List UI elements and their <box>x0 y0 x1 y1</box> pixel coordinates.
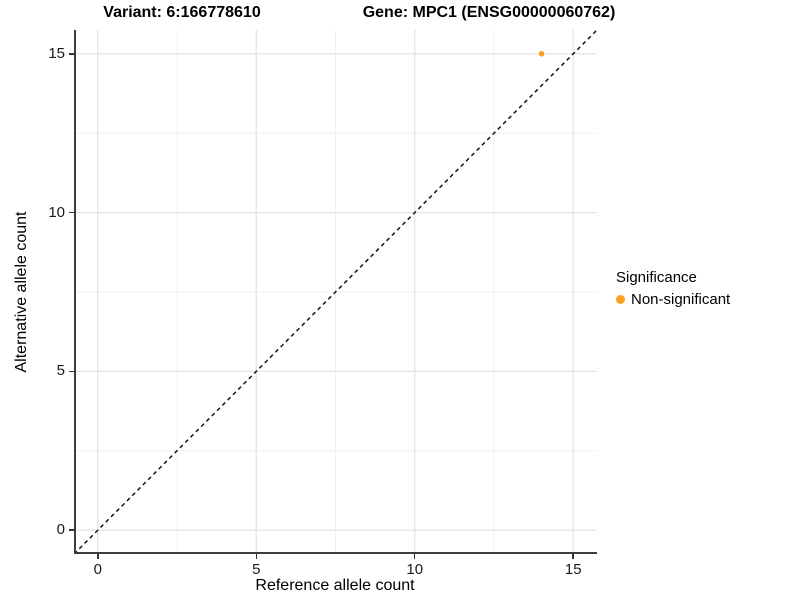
x-axis-title: Reference allele count <box>255 577 415 594</box>
x-tick-mark <box>97 554 99 559</box>
x-tick-mark <box>413 554 416 559</box>
x-tick-label: 10 <box>406 561 424 578</box>
y-tick-label: 0 <box>56 521 65 539</box>
gene-title: Gene: MPC1 (ENSG00000060762) <box>362 4 616 21</box>
variant-title: Variant: 6:166778610 <box>103 4 261 21</box>
y-axis-title: Alternative allele count <box>13 211 30 373</box>
plot-canvas <box>73 29 598 555</box>
x-tick-mark <box>255 554 257 559</box>
legend: Significance Non-significant <box>616 269 730 308</box>
legend-entry: Non-significant <box>616 291 730 308</box>
x-tick-label: 5 <box>252 561 261 578</box>
legend-title: Significance <box>616 269 697 286</box>
x-tick-mark <box>572 554 574 559</box>
legend-entry-label: Non-significant <box>631 291 731 308</box>
y-tick-label: 15 <box>48 44 65 62</box>
y-tick-label: 10 <box>48 203 65 221</box>
plot-panel <box>73 29 598 555</box>
legend-point-icon <box>616 295 625 304</box>
y-tick-label: 5 <box>56 362 65 380</box>
identity-line <box>73 29 598 555</box>
x-tick-label: 0 <box>93 561 102 578</box>
x-tick-label: 15 <box>564 561 582 578</box>
data-point <box>538 51 545 57</box>
